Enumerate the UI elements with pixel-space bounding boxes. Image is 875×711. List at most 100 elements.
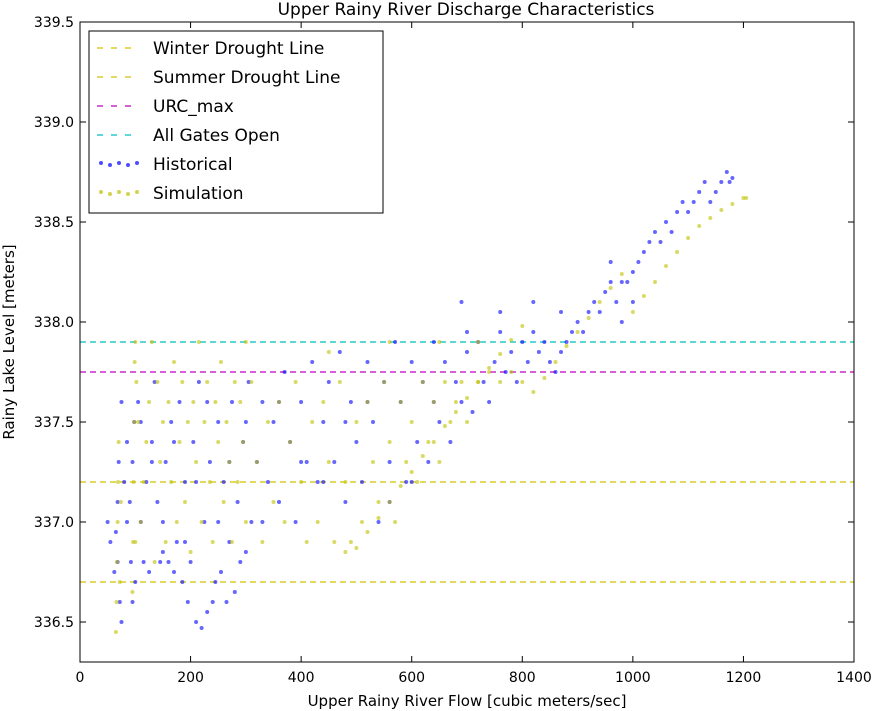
data-point <box>498 310 503 314</box>
data-point <box>619 272 624 276</box>
data-point <box>132 420 137 424</box>
data-point <box>191 400 196 404</box>
data-point <box>686 210 691 214</box>
data-point <box>194 460 199 464</box>
data-point <box>188 550 193 554</box>
data-point <box>564 340 569 344</box>
y-tick-label: 338.0 <box>34 315 74 331</box>
data-point <box>299 400 304 404</box>
data-point <box>442 424 447 428</box>
data-point <box>376 520 381 524</box>
data-point <box>365 530 370 534</box>
data-point <box>669 230 674 234</box>
data-point <box>744 196 749 200</box>
legend-label: URC_max <box>153 97 234 117</box>
data-point <box>664 220 668 224</box>
data-point <box>608 280 613 284</box>
data-point <box>641 294 646 298</box>
data-point <box>183 500 187 504</box>
y-tick-label: 337.0 <box>34 515 74 531</box>
data-point <box>487 400 492 404</box>
data-point <box>431 400 436 404</box>
data-point <box>608 286 613 290</box>
x-tick-label: 1400 <box>836 670 872 686</box>
data-point <box>277 500 281 504</box>
x-axis-label: Upper Rainy River Flow [cubic meters/sec… <box>308 692 627 710</box>
data-point <box>288 440 293 444</box>
data-point <box>147 400 152 404</box>
data-point <box>575 330 580 334</box>
x-tick-label: 1200 <box>726 670 762 686</box>
data-point <box>442 360 447 364</box>
data-point <box>337 380 342 384</box>
data-point <box>625 280 630 284</box>
data-point <box>160 520 165 524</box>
data-point <box>653 230 657 234</box>
data-point <box>299 460 304 464</box>
data-point <box>608 260 613 264</box>
data-point <box>116 440 121 444</box>
data-point <box>321 400 326 404</box>
data-point <box>459 380 464 384</box>
data-point <box>547 360 552 364</box>
data-point <box>525 360 530 364</box>
data-point <box>304 460 309 464</box>
data-point <box>398 400 403 404</box>
data-point <box>531 300 536 304</box>
data-point <box>114 600 119 604</box>
data-point <box>155 380 160 384</box>
data-point <box>470 410 475 414</box>
data-point <box>238 400 243 404</box>
data-point <box>465 350 469 354</box>
data-point <box>232 590 237 594</box>
data-point <box>431 340 436 344</box>
data-point <box>210 600 215 604</box>
data-point <box>553 360 558 364</box>
data-point <box>326 380 331 384</box>
data-point <box>387 500 392 504</box>
data-point <box>177 400 182 404</box>
data-point <box>260 520 265 524</box>
data-point <box>503 370 508 374</box>
legend-label: Summer Drought Line <box>153 68 340 88</box>
data-point <box>158 460 163 464</box>
data-point <box>360 520 364 524</box>
data-point <box>559 350 563 354</box>
data-point <box>719 208 724 212</box>
data-point <box>163 460 168 464</box>
data-point <box>282 520 287 524</box>
data-point <box>216 440 221 444</box>
data-point <box>442 380 447 384</box>
data-point <box>132 360 137 364</box>
data-point <box>586 316 591 320</box>
legend: Winter Drought Line Summer Drought Line UR… <box>88 30 384 214</box>
legend-marker <box>135 161 139 165</box>
data-point <box>376 500 381 504</box>
data-point <box>183 540 187 544</box>
data-point <box>227 460 232 464</box>
data-point <box>128 560 133 564</box>
data-point <box>224 420 229 424</box>
data-point <box>564 344 569 348</box>
data-point <box>697 224 702 228</box>
data-point <box>614 300 619 304</box>
data-point <box>125 520 129 524</box>
data-point <box>166 400 171 404</box>
data-point <box>130 590 135 594</box>
data-point <box>476 340 481 344</box>
data-point <box>149 440 154 444</box>
plot-frame <box>79 21 855 663</box>
data-point <box>260 400 265 404</box>
data-point <box>371 420 375 424</box>
data-point <box>130 600 135 604</box>
data-point <box>653 280 657 284</box>
legend-marker <box>135 190 139 194</box>
data-point <box>686 236 691 240</box>
y-tick-label: 339.0 <box>34 115 74 131</box>
data-point <box>133 540 138 544</box>
data-point <box>354 420 359 424</box>
data-point <box>230 400 234 404</box>
data-point <box>202 420 207 424</box>
data-point <box>232 380 237 384</box>
